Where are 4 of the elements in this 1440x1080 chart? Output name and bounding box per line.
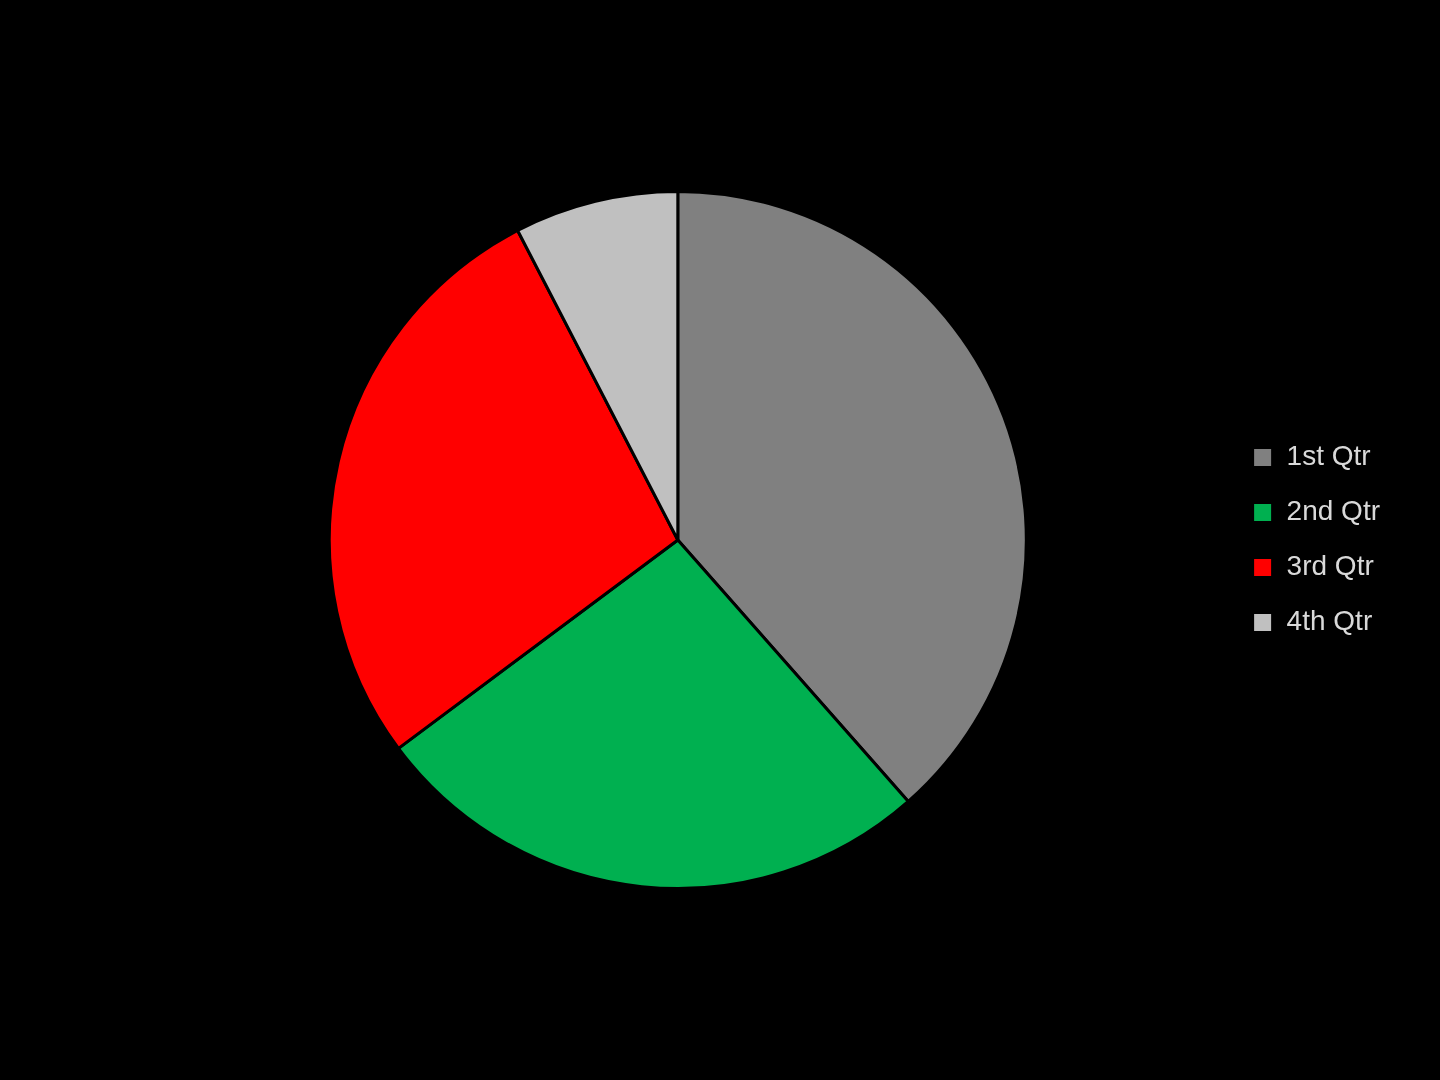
legend-label: 4th Qtr	[1286, 605, 1373, 637]
legend-label: 3rd Qtr	[1286, 550, 1374, 582]
legend-label: 2nd Qtr	[1286, 495, 1381, 527]
legend-label: 1st Qtr	[1286, 440, 1371, 472]
